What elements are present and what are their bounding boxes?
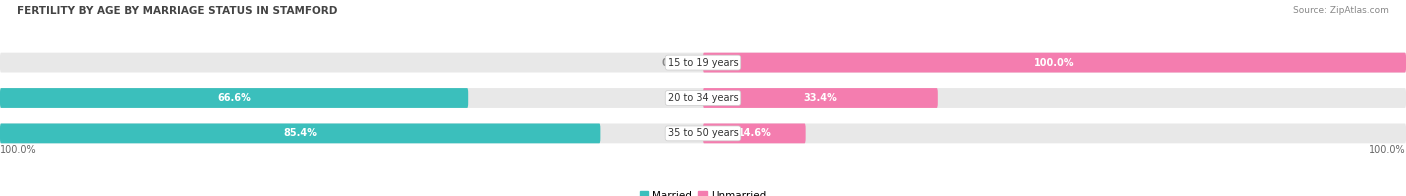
FancyBboxPatch shape <box>0 53 1406 73</box>
Text: 14.6%: 14.6% <box>737 128 772 138</box>
Text: 0.0%: 0.0% <box>662 58 689 68</box>
Text: Source: ZipAtlas.com: Source: ZipAtlas.com <box>1294 6 1389 15</box>
Text: 85.4%: 85.4% <box>283 128 318 138</box>
FancyBboxPatch shape <box>0 88 468 108</box>
FancyBboxPatch shape <box>0 123 600 143</box>
FancyBboxPatch shape <box>0 88 1406 108</box>
Text: 100.0%: 100.0% <box>0 145 37 155</box>
Text: 33.4%: 33.4% <box>803 93 838 103</box>
FancyBboxPatch shape <box>0 123 1406 143</box>
Text: 20 to 34 years: 20 to 34 years <box>668 93 738 103</box>
Text: 66.6%: 66.6% <box>217 93 252 103</box>
Text: 100.0%: 100.0% <box>1035 58 1074 68</box>
Text: FERTILITY BY AGE BY MARRIAGE STATUS IN STAMFORD: FERTILITY BY AGE BY MARRIAGE STATUS IN S… <box>17 6 337 16</box>
Legend: Married, Unmarried: Married, Unmarried <box>636 186 770 196</box>
FancyBboxPatch shape <box>703 53 1406 73</box>
FancyBboxPatch shape <box>703 88 938 108</box>
Text: 100.0%: 100.0% <box>1369 145 1406 155</box>
FancyBboxPatch shape <box>703 123 806 143</box>
Text: 35 to 50 years: 35 to 50 years <box>668 128 738 138</box>
Text: 15 to 19 years: 15 to 19 years <box>668 58 738 68</box>
